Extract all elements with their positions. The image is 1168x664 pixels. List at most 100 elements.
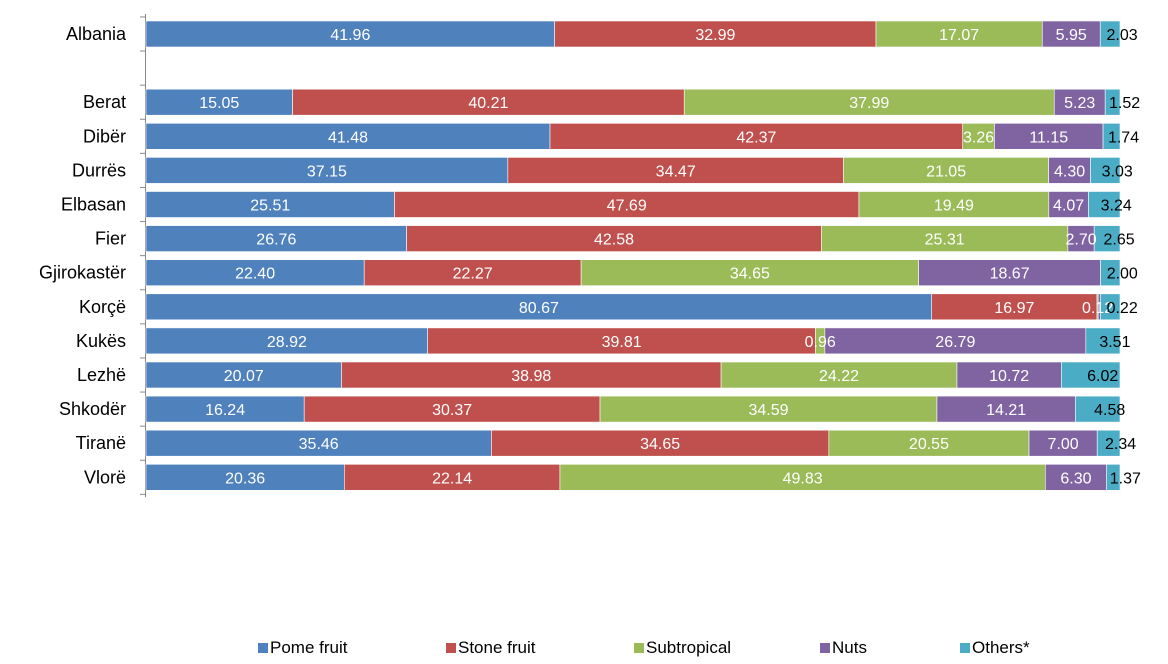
bar-segment-others <box>1061 361 1121 389</box>
data-label-others: 3.51 <box>1099 334 1130 351</box>
data-label-pome-fruit: 20.07 <box>224 368 264 385</box>
data-label-pome-fruit: 35.46 <box>299 436 339 453</box>
data-label-stone-fruit: 40.21 <box>468 95 508 112</box>
bar-segment-others <box>1075 395 1121 423</box>
data-label-others: 1.52 <box>1109 95 1140 112</box>
data-label-pome-fruit: 41.96 <box>330 27 370 44</box>
bar-segment-pome-fruit <box>145 259 365 287</box>
data-label-stone-fruit: 16.97 <box>994 300 1034 317</box>
data-label-others: 3.03 <box>1102 163 1133 180</box>
bar-segment-nuts <box>1053 88 1106 116</box>
legend-item-subtropical: Subtropical <box>634 638 731 657</box>
data-label-subtropical: 24.22 <box>819 368 859 385</box>
bar-segment-stone-fruit <box>427 327 816 355</box>
bar-segment-subtropical <box>580 259 919 287</box>
value-labels: 41.96 32.99 17.07 5.95 2.03 15.05 40.21 37.99 5.… <box>199 27 1141 487</box>
data-label-others: 2.03 <box>1107 27 1138 44</box>
data-label-others: 2.65 <box>1104 232 1135 249</box>
data-label-subtropical: 3.26 <box>963 129 994 146</box>
legend-swatch <box>820 643 830 653</box>
category-label: Berat <box>83 92 126 112</box>
data-label-pome-fruit: 25.51 <box>250 198 290 215</box>
data-label-subtropical: 20.55 <box>909 436 949 453</box>
data-label-subtropical: 34.59 <box>748 402 788 419</box>
category-label: Albania <box>66 24 127 44</box>
data-label-nuts: 2.70 <box>1065 232 1096 249</box>
data-label-stone-fruit: 32.99 <box>695 27 735 44</box>
bar-segment-others <box>1106 463 1121 491</box>
bar-segment-nuts <box>936 395 1076 423</box>
data-label-pome-fruit: 26.76 <box>256 232 296 249</box>
category-label: Lezhë <box>77 365 126 385</box>
data-label-nuts: 6.30 <box>1060 470 1091 487</box>
data-label-stone-fruit: 39.81 <box>602 334 642 351</box>
data-label-others: 2.34 <box>1105 436 1136 453</box>
data-label-stone-fruit: 34.47 <box>656 163 696 180</box>
data-label-pome-fruit: 22.40 <box>235 266 275 283</box>
bar-segment-stone-fruit <box>363 259 582 287</box>
data-label-nuts: 5.23 <box>1064 95 1095 112</box>
data-label-others: 1.37 <box>1110 470 1141 487</box>
data-label-nuts: 26.79 <box>935 334 975 351</box>
bar-segment-subtropical <box>843 157 1049 184</box>
bar-segment-pome-fruit <box>145 157 509 184</box>
data-label-others: 1.74 <box>1108 129 1139 146</box>
bar-segment-nuts <box>1048 191 1089 218</box>
category-label: Vlorë <box>84 467 126 487</box>
data-label-nuts: 11.15 <box>1029 129 1068 146</box>
bar-segment-stone-fruit <box>394 191 860 218</box>
bar-segment-others <box>1085 327 1121 355</box>
bar-segment-nuts <box>956 361 1062 389</box>
legend-swatch <box>258 643 268 653</box>
bar-segment-stone-fruit <box>491 429 830 457</box>
bar-segment-nuts <box>1044 463 1107 491</box>
legend-swatch <box>634 643 644 653</box>
bar-segment-nuts <box>1067 225 1095 252</box>
category-label: Kukës <box>76 331 126 351</box>
data-label-stone-fruit: 30.37 <box>432 402 472 419</box>
legend-item-nuts: Nuts <box>820 638 867 657</box>
data-label-subtropical: 25.31 <box>925 232 965 249</box>
bar-segment-subtropical <box>720 361 958 389</box>
bar-segment-others <box>1100 259 1121 287</box>
data-label-subtropical: 17.07 <box>939 27 979 44</box>
bar-segment-pome-fruit <box>145 20 555 48</box>
category-label: Shkodër <box>59 399 126 419</box>
legend-label: Others* <box>972 638 1030 657</box>
data-label-nuts: 10.72 <box>989 368 1029 385</box>
data-label-subtropical: 49.83 <box>783 470 823 487</box>
bar-segment-others <box>1100 293 1121 321</box>
bar-segment-subtropical <box>683 88 1055 116</box>
category-label: Elbasan <box>61 195 126 215</box>
data-label-stone-fruit: 34.65 <box>640 436 680 453</box>
bar-segment-subtropical <box>875 20 1043 48</box>
data-label-nuts: 4.30 <box>1054 163 1085 180</box>
data-label-pome-fruit: 28.92 <box>267 334 307 351</box>
legend-item-others: Others* <box>960 638 1030 657</box>
legend: Pome fruit Stone fruit Subtropical Nuts Othe… <box>258 638 1030 657</box>
bar-segment-stone-fruit <box>406 225 822 252</box>
legend-swatch <box>446 643 456 653</box>
bar-segment-stone-fruit <box>507 157 844 184</box>
bar-segment-subtropical <box>828 429 1030 457</box>
bar-segment-subtropical <box>599 395 938 423</box>
legend-label: Stone fruit <box>458 638 536 657</box>
legend-item-pome-fruit: Pome fruit <box>258 638 348 657</box>
data-label-others: 3.24 <box>1101 198 1132 215</box>
data-label-pome-fruit: 80.67 <box>519 300 559 317</box>
bar-segment-stone-fruit <box>549 123 963 150</box>
bar-segment-others <box>1088 191 1121 218</box>
data-label-others: 6.02 <box>1087 368 1118 385</box>
data-label-nuts: 4.07 <box>1053 198 1084 215</box>
data-label-subtropical: 21.05 <box>926 163 966 180</box>
data-label-pome-fruit: 15.05 <box>199 95 239 112</box>
category-label: Korçë <box>79 297 126 317</box>
bar-segment-others <box>1104 88 1121 116</box>
bar-segment-pome-fruit <box>145 429 492 457</box>
category-label: Dibër <box>83 126 126 146</box>
data-label-nuts: 18.67 <box>990 266 1030 283</box>
bar-segment-stone-fruit <box>292 88 685 116</box>
category-label: Gjirokastër <box>39 263 126 283</box>
data-label-pome-fruit: 16.24 <box>205 402 245 419</box>
